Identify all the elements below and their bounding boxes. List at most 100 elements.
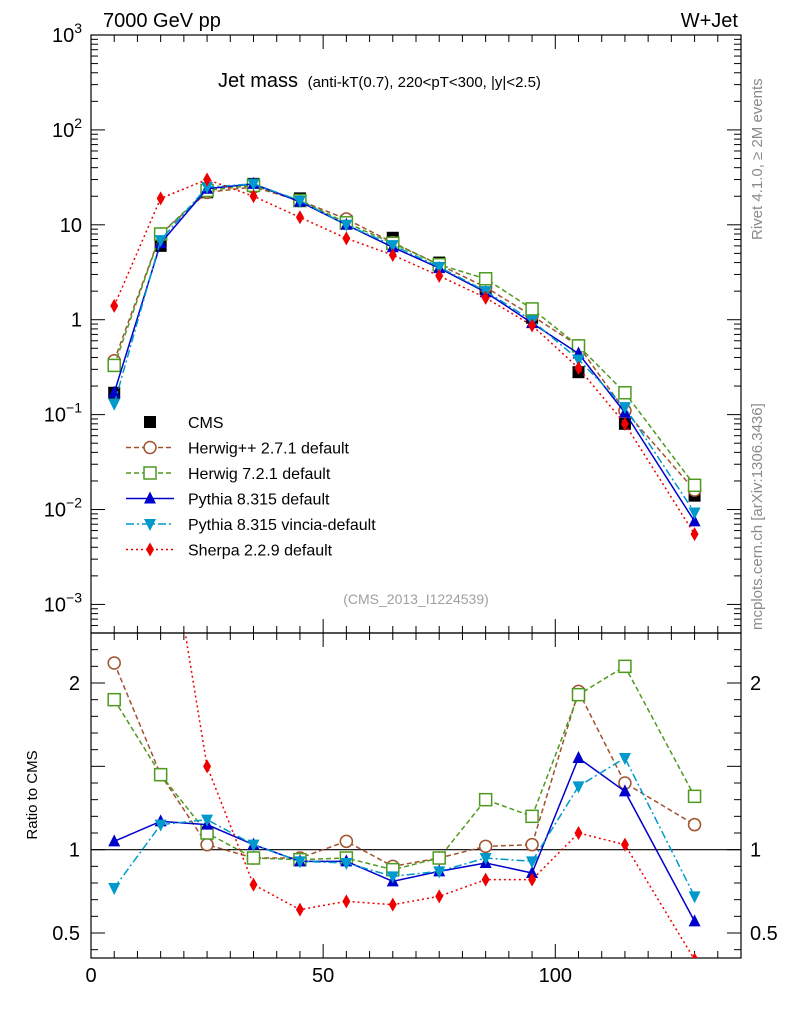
legend-marker-CMS (144, 416, 156, 428)
ratio-point-vincia (479, 853, 492, 865)
point-sherpa (528, 318, 537, 333)
point-sherpa (574, 360, 583, 375)
ratio-point-pythia (618, 784, 631, 797)
legend-label-pythia: Pythia 8.315 default (188, 492, 330, 509)
ratio-point-vincia (688, 891, 701, 904)
ratio-point-sherpa (528, 872, 537, 887)
ratio-point-pythia (108, 834, 121, 847)
ratio-point-herwig7 (478, 792, 493, 807)
point-vincia (572, 354, 585, 367)
point-vincia (201, 182, 214, 195)
point-sherpa (295, 210, 304, 225)
ratio-point-sherpa (481, 872, 490, 887)
point-pythia (688, 514, 701, 527)
point-sherpa (156, 191, 165, 206)
x-tick-label: 0 (85, 965, 96, 987)
legend-label-vincia: Pythia 8.315 vincia-default (188, 517, 376, 534)
point-sherpa (203, 172, 212, 187)
point-sherpa (620, 416, 629, 431)
point-vincia (433, 261, 446, 274)
point-vincia (293, 195, 306, 208)
main-y-tick-label: 10 (60, 215, 82, 237)
main-y-tick-label: 10−2 (44, 495, 82, 522)
ratio-point-vincia (618, 753, 631, 765)
x-tick-label: 50 (312, 965, 334, 987)
ratio-y-tick-label: 2 (69, 673, 80, 695)
ratio-series-group (107, 476, 702, 958)
main-y-tick-label: 102 (52, 115, 82, 142)
legend-label-herwig7: Herwig 7.2.1 default (188, 466, 331, 483)
main-series-group (107, 172, 702, 542)
ratio-point-sherpa (691, 952, 698, 958)
point-sherpa (249, 189, 258, 204)
ratio-point-herwig7 (153, 767, 168, 782)
main-y-tick-label: 103 (52, 20, 82, 47)
ratio-point-herwig7 (432, 851, 446, 865)
ratio-point-herwig7 (107, 692, 121, 707)
point-vincia (688, 507, 701, 520)
ratio-point-herwig7 (525, 809, 539, 824)
ratio-point-pythia (688, 914, 701, 927)
ratio-point-vincia (526, 856, 539, 869)
ratio-y-tick-label-right: 0.5 (750, 923, 778, 945)
ratio-point-sherpa (157, 476, 165, 490)
legend-label-CMS: CMS (188, 415, 224, 432)
ratio-point-sherpa (435, 889, 444, 904)
point-vincia (247, 178, 260, 191)
point-sherpa (342, 231, 351, 246)
ratio-point-sherpa (295, 902, 304, 917)
point-sherpa (690, 527, 699, 542)
ratio-point-sherpa (388, 897, 397, 912)
ratio-point-sherpa (249, 877, 258, 892)
rivet-version-label: Rivet 4.1.0, ≥ 2M events (749, 78, 766, 240)
plot-title-subtitle: (anti-kT(0.7), 220<pT<300, |y|<2.5) (308, 74, 541, 91)
ratio-point-vincia (154, 819, 167, 832)
ratio-point-vincia (572, 781, 585, 794)
ratio-point-vincia (201, 814, 214, 827)
ratio-point-herwig7 (687, 789, 702, 804)
point-herwig7 (107, 358, 121, 373)
legend-marker-vincia (144, 519, 156, 531)
ratio-point-herwigpp (687, 817, 702, 832)
ratio-point-sherpa (342, 894, 351, 909)
ratio-point-sherpa (203, 759, 212, 774)
point-herwig7 (478, 272, 493, 286)
point-vincia (154, 235, 167, 248)
ratio-point-vincia (293, 856, 306, 869)
point-sherpa (388, 248, 397, 263)
ratio-point-herwig7 (618, 659, 632, 674)
main-y-tick-label: 1 (71, 310, 82, 332)
series-line-vincia (113, 183, 696, 513)
ratio-point-herwigpp (478, 839, 493, 854)
ratio-point-pythia (572, 751, 585, 763)
ratio-point-herwigpp (339, 834, 354, 849)
point-vincia (618, 402, 631, 415)
ratio-point-herwigpp (107, 656, 121, 670)
point-vincia (386, 240, 399, 253)
legend-marker-herwigpp (143, 440, 157, 455)
point-herwig7 (618, 385, 632, 400)
analysis-id-label: (CMS_2013_I1224539) (343, 591, 489, 607)
ratio-point-herwig7 (246, 851, 261, 865)
point-herwig7 (525, 302, 539, 316)
ratio-point-vincia (386, 871, 399, 884)
ratio-y-tick-label-right: 2 (750, 673, 761, 695)
point-pythia (108, 385, 121, 398)
plot-title-main: Jet mass (218, 70, 298, 92)
ratio-y-tick-label: 0.5 (52, 923, 80, 945)
point-sherpa (435, 268, 444, 283)
ratio-point-vincia (340, 858, 353, 870)
ratio-point-sherpa (620, 837, 629, 852)
legend-marker-herwig7 (143, 466, 157, 480)
ratio-point-herwigpp (525, 837, 539, 852)
ratio-point-pythia (526, 866, 539, 878)
legend-label-sherpa: Sherpa 2.2.9 default (188, 543, 333, 560)
ratio-y-tick-label-right: 1 (750, 840, 761, 862)
main-y-tick-label: 10−1 (44, 400, 82, 427)
ratio-y-tick-label: 1 (69, 840, 80, 862)
ratio-point-vincia (433, 866, 446, 879)
header-process-label: W+Jet (681, 10, 739, 32)
ratio-plot-frame (90, 632, 742, 959)
ratio-axis-label: Ratio to CMS (24, 750, 41, 839)
